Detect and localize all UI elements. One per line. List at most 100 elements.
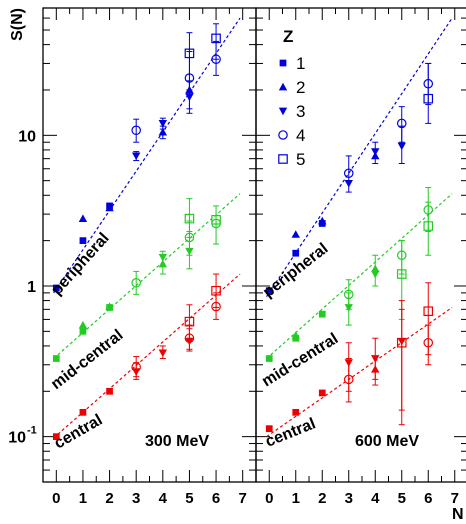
marker-z2 [105,203,114,212]
panel-frame-600mev [255,7,466,483]
fit-lines [53,17,453,439]
fit-line-central [266,306,453,438]
marker-z1 [318,389,326,397]
x-axis-title: N [452,506,464,523]
y-tick-label: 1 [27,279,36,296]
marker-z4 [131,277,141,288]
x-tick-label: 3 [345,490,353,507]
x-tick-label: 4 [371,490,380,507]
x-tick-label: 7 [451,490,459,507]
marker-z2 [278,82,288,91]
marker-z1 [79,327,87,335]
marker-z3 [158,120,168,128]
marker-z2 [158,259,168,268]
legend-label-1: 1 [296,54,305,73]
marker-z1 [279,59,287,67]
x-tick-label: 2 [318,490,326,507]
data-points [52,23,434,441]
legend: Z 1 2 3 4 5 [278,27,305,169]
marker-z2 [78,214,88,222]
legend-label-4: 4 [296,126,305,145]
legend-markers [278,59,288,164]
marker-z1 [265,287,273,295]
marker-z1 [52,284,60,292]
marker-z1 [292,249,300,257]
marker-z1 [292,408,300,416]
fit-line-peripheral [53,17,241,294]
legend-label-5: 5 [296,150,305,169]
energy-label-300mev: 300 MeV [145,433,209,450]
marker-z5 [184,213,195,224]
marker-z4 [343,289,354,300]
x-tick-label: 0 [265,490,273,507]
marker-z1 [265,355,273,362]
marker-z2 [158,127,168,136]
marker-z5 [211,214,221,225]
group-label-central-300: central [52,412,106,453]
marker-z2 [371,365,380,373]
marker-z2 [105,302,114,310]
marker-z2 [291,331,300,339]
x-tick-label: 7 [239,490,247,507]
marker-z5 [396,337,407,348]
x-tick-label: 6 [424,490,432,507]
y-tick-label: 10 [18,128,36,145]
marker-z2 [371,151,380,160]
marker-z4 [396,118,407,129]
group-label-midcentral-300: mid-central [48,327,126,393]
y-tick-exponent: -1 [27,425,37,437]
marker-z2 [371,264,380,273]
axis-ticks [43,7,466,483]
marker-z3 [278,107,288,116]
x-tick-label: 0 [52,490,60,507]
fit-line-mid-central [266,193,453,359]
x-tick-label: 6 [212,490,220,507]
marker-z3 [131,152,141,161]
marker-z4 [423,205,434,215]
marker-z5 [278,154,288,164]
marker-z1 [265,425,273,433]
x-tick-label: 1 [292,490,300,507]
marker-z1 [52,355,60,362]
marker-z1 [79,237,87,244]
legend-label-2: 2 [296,78,305,97]
marker-z4 [423,337,434,348]
marker-z2 [185,85,194,94]
marker-z1 [79,408,87,416]
marker-z3 [158,349,168,358]
marker-z3 [371,270,380,279]
marker-z3 [397,142,406,151]
y-tick-label: 10 [8,430,26,447]
x-tick-label: 5 [185,490,193,507]
marker-z2 [78,320,88,329]
y-axis-title: S(N) [9,8,26,41]
x-tick-label: 5 [398,490,406,507]
x-tick-label: 3 [132,490,140,507]
marker-z4 [423,78,434,89]
marker-z4 [343,374,354,385]
marker-z5 [211,33,221,44]
marker-z5 [184,48,195,59]
marker-z5 [184,316,195,327]
marker-z3 [158,253,168,262]
legend-label-3: 3 [296,102,305,121]
marker-z4 [278,130,288,140]
marker-z4 [343,168,354,179]
marker-z4 [131,362,141,372]
group-label-peripheral-600: peripheral [260,240,331,301]
x-tick-label: 2 [105,490,113,507]
marker-z1 [106,387,113,395]
legend-title: Z [283,27,293,46]
marker-z2 [318,216,327,225]
x-tick-label: 4 [159,490,168,507]
energy-label-600mev: 600 MeV [355,433,419,450]
marker-z4 [131,125,141,136]
x-tick-label: 1 [79,490,87,507]
panel-frame-300mev [42,7,257,483]
marker-z2 [291,230,300,238]
marker-z5 [423,306,434,317]
marker-z1 [52,433,60,441]
marker-z1 [318,310,326,318]
